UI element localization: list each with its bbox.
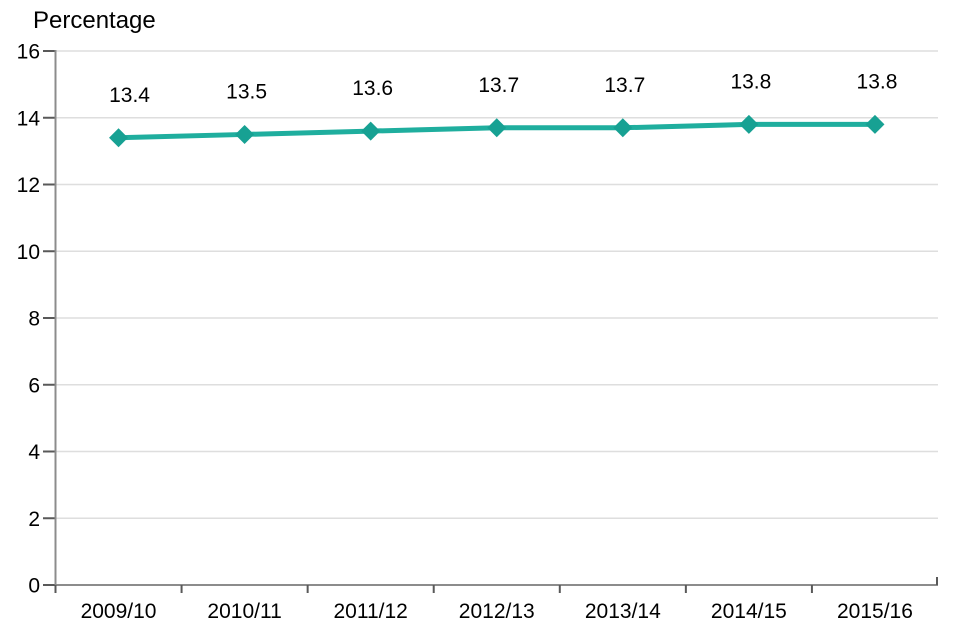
data-point-marker — [109, 128, 129, 148]
data-point-label: 13.4 — [109, 84, 150, 107]
y-tick-label: 10 — [17, 241, 40, 264]
y-tick-label: 6 — [28, 374, 40, 397]
x-tick-label: 2009/10 — [81, 600, 157, 623]
data-point-marker — [865, 114, 885, 134]
x-tick-label: 2014/15 — [711, 600, 787, 623]
chart-title: Percentage — [33, 7, 156, 34]
y-tick-label: 2 — [28, 508, 40, 531]
data-point-label: 13.8 — [730, 70, 771, 93]
x-tick-label: 2012/13 — [459, 600, 535, 623]
x-tick-label: 2015/16 — [837, 600, 913, 623]
x-tick-label: 2010/11 — [207, 600, 281, 623]
data-point-label: 13.6 — [352, 77, 393, 100]
y-tick-label: 16 — [17, 41, 40, 64]
data-point-label: 13.7 — [478, 74, 519, 97]
data-point-label: 13.5 — [226, 80, 267, 103]
data-point-marker — [739, 114, 759, 134]
data-point-marker — [613, 118, 633, 138]
y-tick-label: 14 — [17, 107, 41, 130]
y-tick-label: 0 — [28, 575, 40, 598]
data-point-label: 13.8 — [857, 70, 898, 93]
y-tick-label: 4 — [28, 441, 40, 464]
x-tick-label: 2011/12 — [333, 600, 407, 623]
x-tick-label: 2013/14 — [585, 600, 661, 623]
y-tick-label: 8 — [28, 308, 40, 331]
y-tick-label: 12 — [17, 174, 40, 197]
data-point-label: 13.7 — [604, 74, 645, 97]
data-point-marker — [235, 124, 255, 144]
data-point-marker — [487, 118, 507, 138]
data-point-marker — [361, 121, 381, 141]
